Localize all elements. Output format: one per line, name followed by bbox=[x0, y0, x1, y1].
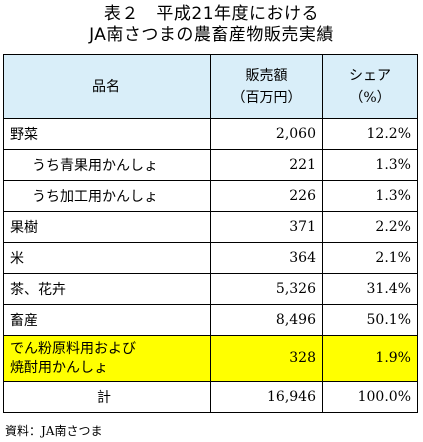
header-sales: 販売額 （百万円） bbox=[210, 54, 323, 119]
table-row: 野菜 2,060 12.2% bbox=[3, 118, 418, 150]
row-sales: 364 bbox=[210, 242, 323, 274]
header-sales-label: 販売額 bbox=[245, 67, 288, 84]
row-share: 12.2% bbox=[322, 118, 418, 150]
row-name: 野菜 bbox=[3, 118, 211, 150]
row-name: うち加工用かんしょ bbox=[3, 180, 211, 212]
table-row: 畜産 8,496 50.1% bbox=[3, 304, 418, 336]
row-share: 31.4% bbox=[322, 273, 418, 305]
row-sales: 5,326 bbox=[210, 273, 323, 305]
row-sales: 2,060 bbox=[210, 118, 323, 150]
total-sales: 16,946 bbox=[210, 381, 323, 413]
table-row: 果樹 371 2.2% bbox=[3, 211, 418, 243]
table-title-line2: JA南さつまの農畜産物販売実績 bbox=[89, 25, 334, 45]
row-share: 1.3% bbox=[322, 180, 418, 212]
row-name: 果樹 bbox=[3, 211, 211, 243]
table-row: 米 364 2.1% bbox=[3, 242, 418, 274]
source-note: 資料：JA南さつま bbox=[5, 424, 103, 438]
row-share: 1.9% bbox=[322, 335, 418, 382]
table-total-row: 計 16,946 100.0% bbox=[3, 381, 418, 413]
header-share-label: シェア bbox=[349, 67, 391, 84]
sales-table: 品名 販売額 （百万円） シェア （%） 野菜 2,060 12.2% うち青果… bbox=[3, 54, 418, 413]
row-sales: 328 bbox=[210, 335, 323, 382]
row-share: 1.3% bbox=[322, 149, 418, 181]
row-name-line1: でん粉原料用および bbox=[10, 340, 136, 357]
total-share: 100.0% bbox=[322, 381, 418, 413]
row-name: 茶、花卉 bbox=[3, 273, 211, 305]
header-sales-unit: （百万円） bbox=[231, 89, 302, 106]
row-share: 2.1% bbox=[322, 242, 418, 274]
table-header-row: 品名 販売額 （百万円） シェア （%） bbox=[3, 54, 418, 119]
table-title-line1: 表２ 平成21年度における bbox=[103, 4, 320, 24]
row-name: 畜産 bbox=[3, 304, 211, 336]
row-share: 50.1% bbox=[322, 304, 418, 336]
row-name-line2: 焼酎用かんしょ bbox=[10, 359, 108, 376]
row-name: 米 bbox=[3, 242, 211, 274]
row-name: でん粉原料用および 焼酎用かんしょ bbox=[3, 335, 211, 382]
row-sales: 8,496 bbox=[210, 304, 323, 336]
row-sales: 221 bbox=[210, 149, 323, 181]
header-share-unit: （%） bbox=[349, 89, 391, 106]
table-row: 茶、花卉 5,326 31.4% bbox=[3, 273, 418, 305]
table-row-highlighted: でん粉原料用および 焼酎用かんしょ 328 1.9% bbox=[3, 335, 418, 382]
row-name: うち青果用かんしょ bbox=[3, 149, 211, 181]
row-share: 2.2% bbox=[322, 211, 418, 243]
header-share: シェア （%） bbox=[322, 54, 418, 119]
table-row: うち加工用かんしょ 226 1.3% bbox=[3, 180, 418, 212]
header-item-name: 品名 bbox=[3, 54, 211, 119]
table-row: うち青果用かんしょ 221 1.3% bbox=[3, 149, 418, 181]
row-sales: 371 bbox=[210, 211, 323, 243]
total-label: 計 bbox=[3, 381, 211, 413]
row-sales: 226 bbox=[210, 180, 323, 212]
